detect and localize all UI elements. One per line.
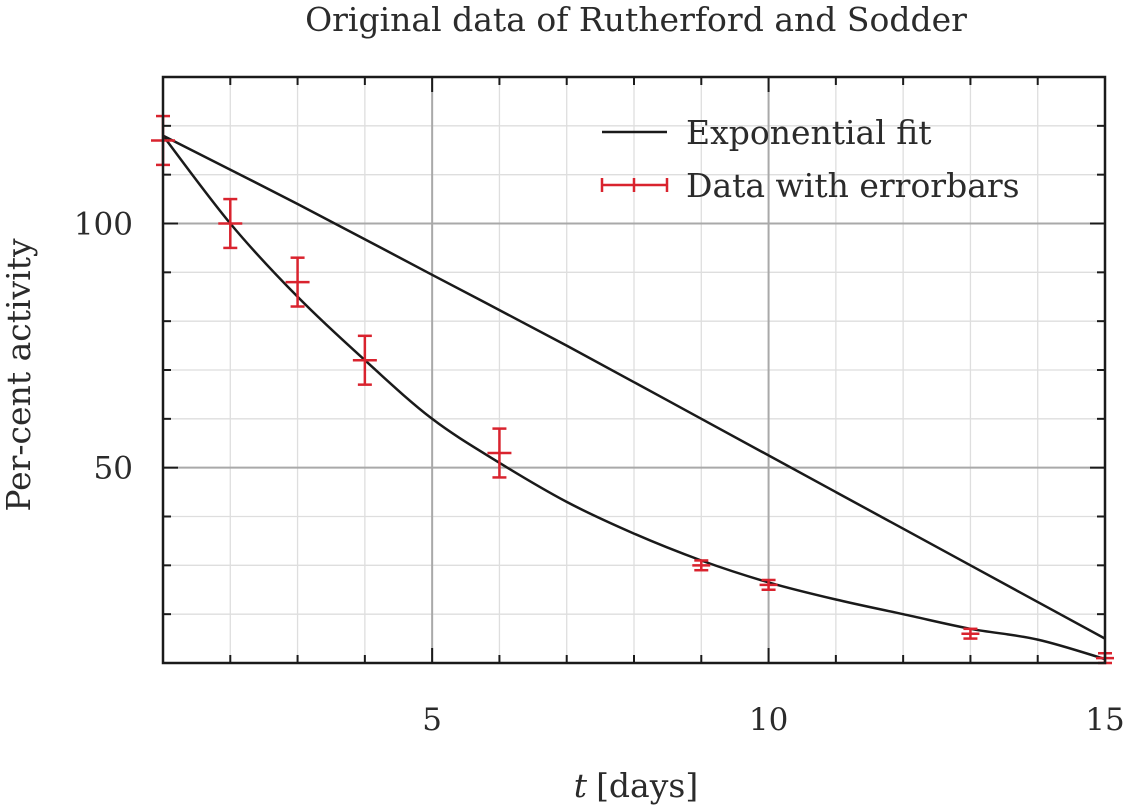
tick-labels: 5 10 15 50 100 [74, 207, 1125, 739]
data-point [692, 559, 711, 572]
chart-title: Original data of Rutherford and Sodder [305, 0, 967, 39]
legend-swatch-data [600, 178, 669, 192]
x-tick-label: 5 [422, 702, 442, 738]
data-point [218, 197, 243, 250]
data-point [352, 334, 377, 386]
x-axis-label: t [days] [574, 766, 698, 805]
y-axis-label: Per-cent activity [0, 238, 38, 512]
legend: Exponential fit Data with errorbars [600, 113, 1020, 205]
legend-label-fit: Exponential fit [686, 113, 932, 152]
legend-label-data: Data with errorbars [686, 166, 1020, 205]
axis-ticks [163, 77, 1106, 663]
x-tick-label: 10 [749, 702, 788, 738]
y-tick-label: 50 [94, 451, 133, 487]
data-point [285, 256, 310, 308]
fit-curve [162, 134, 1106, 661]
fit-curves [162, 134, 1106, 661]
x-axis-variable: t [574, 766, 588, 805]
fit-curve [162, 134, 1106, 640]
data-point [961, 627, 980, 640]
x-axis-unit: [days] [596, 766, 698, 805]
y-tick-label: 100 [74, 207, 133, 243]
data-point [487, 427, 512, 479]
data-point [759, 578, 778, 591]
x-tick-label: 15 [1085, 702, 1124, 738]
grid [163, 77, 1106, 663]
